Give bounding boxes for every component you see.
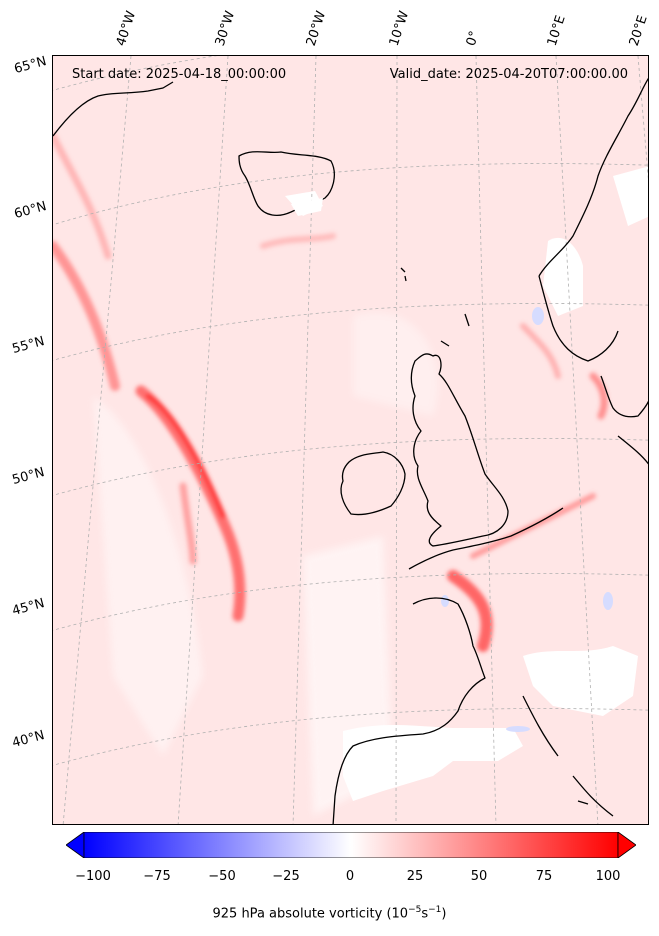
colorbar-tick-neg25: −25 — [272, 869, 300, 884]
vorticity-map: Start date: 2025-04-18_00:00:00 Valid_da… — [52, 55, 649, 825]
colorbar-tick-neg50: −50 — [208, 869, 236, 884]
lon-label-10e: 10°E — [544, 13, 569, 49]
colorbar-tick-75: 75 — [535, 869, 553, 884]
lat-label-60n: 60°N — [12, 199, 49, 222]
lat-label-55n: 55°N — [10, 334, 47, 357]
iceland-white-patch — [291, 198, 323, 216]
masked-regions — [285, 166, 648, 801]
lat-label-45n: 45°N — [10, 596, 47, 619]
vorticity-bands — [53, 132, 608, 652]
graticule — [53, 56, 648, 824]
colorbar-high-extension — [617, 832, 636, 858]
coastlines — [53, 77, 648, 824]
lat-label-65n: 65°N — [12, 54, 49, 77]
lon-label-20e: 20°E — [626, 13, 651, 49]
lon-label-40w: 40°W — [113, 9, 140, 48]
lat-label-50n: 50°N — [10, 465, 47, 488]
colorbar-tick-100: 100 — [595, 869, 621, 884]
colorbar-body — [83, 832, 619, 858]
lon-label-0: 0° — [463, 29, 483, 48]
colorbar — [66, 832, 636, 858]
colorbar-tick-50: 50 — [470, 869, 488, 884]
lon-label-20w: 20°W — [303, 9, 330, 48]
lon-label-30w: 30°W — [212, 9, 239, 48]
colorbar-tick-neg75: −75 — [143, 869, 171, 884]
colorbar-tick-0: 0 — [345, 869, 355, 884]
colorbar-tick-25: 25 — [406, 869, 424, 884]
valid-date-label: Valid_date: 2025-04-20T07:00:00.00 — [389, 67, 628, 82]
colorbar-title: 925 hPa absolute vorticity (10−5s−1) — [212, 905, 447, 922]
colorbar-tick-neg100: −100 — [75, 869, 111, 884]
start-date-label: Start date: 2025-04-18_00:00:00 — [72, 67, 287, 82]
lat-label-40n: 40°N — [10, 728, 47, 751]
colorbar-low-extension — [66, 832, 85, 858]
lon-label-10w: 10°W — [386, 9, 413, 48]
